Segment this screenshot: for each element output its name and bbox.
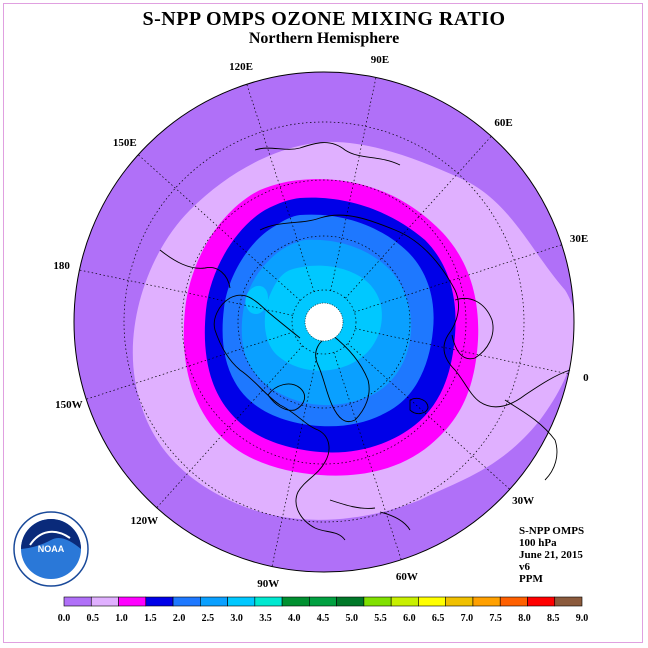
info-panel: S-NPP OMPS 100 hPa June 21, 2015 v6 PPM xyxy=(519,525,584,585)
longitude-label: 60E xyxy=(494,116,513,129)
coastlines xyxy=(159,142,571,541)
colorbar-tick-label: 8.0 xyxy=(518,613,531,624)
meridian-line xyxy=(246,84,315,292)
info-units: PPM xyxy=(519,573,543,585)
colorbar-segment xyxy=(63,596,92,607)
colorbar-segment xyxy=(254,596,283,607)
polar-no-data-cap xyxy=(304,302,344,342)
colorbar-tick-label: 0.5 xyxy=(87,613,100,624)
colorbar-segment xyxy=(554,596,583,607)
colorbar-segment xyxy=(336,596,365,607)
scandinavia-outline xyxy=(451,298,494,360)
colorbar-tick-label: 7.0 xyxy=(461,613,474,624)
longitude-label: 120E xyxy=(229,61,254,74)
colorbar-segment xyxy=(363,596,392,607)
latitude-circle xyxy=(123,121,525,523)
info-level: 100 hPa xyxy=(519,537,557,549)
colorbar-tick-label: 6.0 xyxy=(403,613,416,624)
colorbar-tick-label: 2.5 xyxy=(202,613,215,624)
colorbar-segment xyxy=(527,596,556,607)
colorbar-segment xyxy=(90,596,119,607)
north-america-outline xyxy=(213,294,346,541)
svg-text:NOAA: NOAA xyxy=(38,544,65,554)
colorbar-tick-label: 9.0 xyxy=(576,613,589,624)
meridian-line xyxy=(330,77,377,291)
colorbar-tick-label: 1.0 xyxy=(115,613,128,624)
colorbar-tick-label: 4.0 xyxy=(288,613,301,624)
colorbar-tick-label: 6.5 xyxy=(432,613,445,624)
colorbar-segment xyxy=(145,596,174,607)
latitude-circle xyxy=(237,235,411,409)
caribbean-outline xyxy=(329,499,411,531)
map-border xyxy=(73,71,575,573)
longitude-label: 150E xyxy=(112,136,137,149)
longitude-label: 30E xyxy=(569,233,589,246)
colorbar-tick-label: 3.5 xyxy=(259,613,272,624)
colorbar-segment xyxy=(118,596,147,607)
longitude-label: 90W xyxy=(257,578,280,591)
meridian-line xyxy=(355,328,569,375)
colorbar-segment xyxy=(390,596,419,607)
meridian-line xyxy=(137,154,301,301)
colorbar-tick-label: 8.5 xyxy=(547,613,560,624)
colorbar-segment xyxy=(472,596,501,607)
colorbar-segment xyxy=(418,596,446,607)
colorbar-segment xyxy=(281,596,310,607)
greenland-outline xyxy=(315,334,370,423)
figure-frame xyxy=(3,3,643,643)
colorbar-tick-label: 1.5 xyxy=(144,613,157,624)
info-date: June 21, 2015 xyxy=(519,549,583,561)
meridian-line xyxy=(347,343,511,490)
colorbar-segment xyxy=(309,596,337,607)
graticule xyxy=(123,121,525,523)
latitude-circle xyxy=(291,289,357,355)
colorbar-segment xyxy=(499,596,528,607)
longitude-label: 120W xyxy=(130,515,159,528)
longitude-label: 30W xyxy=(512,495,535,508)
colorbar-tick-label: 2.0 xyxy=(173,613,186,624)
longitude-label: 60W xyxy=(395,570,418,583)
canada-outline xyxy=(267,383,306,411)
latitude-circle xyxy=(181,179,467,465)
colorbar-segment xyxy=(445,596,474,607)
colorbar-tick-label: 7.5 xyxy=(489,613,502,624)
map-subtitle: Northern Hemisphere xyxy=(248,30,400,47)
colorbar-segment xyxy=(227,596,256,607)
meridian-line xyxy=(333,352,402,560)
meridians xyxy=(79,77,569,567)
info-version: v6 xyxy=(519,561,530,573)
meridian-line xyxy=(345,135,492,299)
longitude-label: 150W xyxy=(55,398,83,411)
colorbar-tick-label: 4.5 xyxy=(317,613,330,624)
colorbar-tick-label: 5.5 xyxy=(374,613,387,624)
colorbar-tick-label: 5.0 xyxy=(346,613,359,624)
colorbar-segment xyxy=(200,596,228,607)
colorbar-tick-label: 0.0 xyxy=(58,613,71,624)
longitude-label: 90E xyxy=(370,53,390,66)
info-instrument: S-NPP OMPS xyxy=(519,525,585,537)
map-title: S-NPP OMPS OZONE MIXING RATIO xyxy=(142,8,506,30)
longitude-label: 0 xyxy=(583,371,589,384)
iceland-outline xyxy=(409,397,429,415)
meridian-line xyxy=(79,269,293,316)
noaa-logo: NOAA xyxy=(13,511,89,587)
eurasia-outline xyxy=(259,214,571,408)
longitude-label: 180 xyxy=(53,260,70,273)
alaska-outline xyxy=(159,249,231,289)
colorbar-tick-label: 3.0 xyxy=(230,613,243,624)
colorbar-segment xyxy=(172,596,201,607)
siberia-coast xyxy=(254,142,401,166)
meridian-line xyxy=(86,331,294,400)
africa-outline xyxy=(504,399,558,481)
meridian-line xyxy=(271,353,318,567)
meridian-line xyxy=(354,244,562,313)
meridian-line xyxy=(156,345,303,509)
colorbar: 0.0 0.5 1.0 1.5 2.0 2.5 3.0 3.5 4.0 4.5 5.0 5.5 6.0 6… xyxy=(58,596,589,624)
